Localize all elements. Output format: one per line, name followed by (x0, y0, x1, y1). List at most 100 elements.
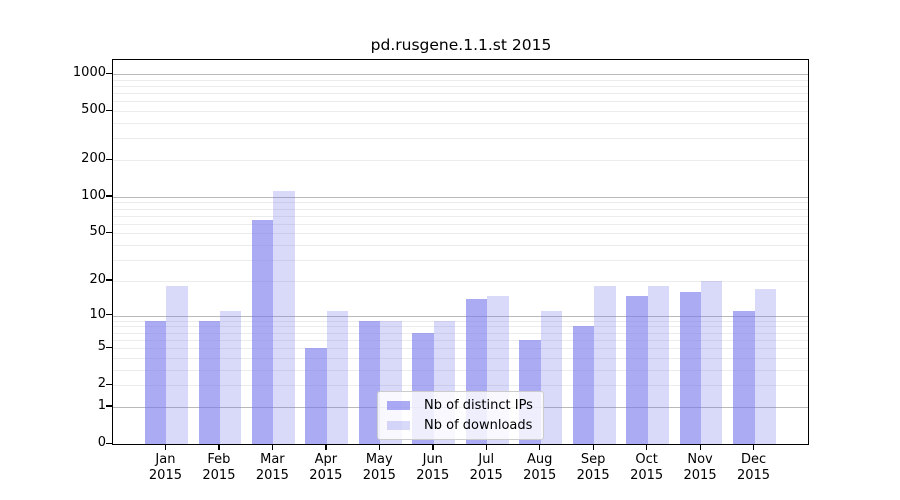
bar-mar-nb-of-downloads (273, 190, 295, 444)
xtick-label-sep: Sep 2015 (561, 452, 625, 483)
gridline-minor-4 (113, 357, 808, 359)
gridline-minor-3 (113, 369, 808, 371)
xtick-label-jan: Jan 2015 (133, 452, 197, 483)
gridline-minor-6 (113, 339, 808, 341)
xtick-month-oct: Oct (635, 452, 658, 467)
xtick-mark-apr (325, 445, 327, 450)
bar-oct-nb-of-downloads (647, 286, 669, 444)
xtick-month-jan: Jan (155, 452, 176, 467)
gridline-minor-30 (113, 260, 808, 262)
xtick-mark-jul (485, 445, 488, 450)
gridline-minor-7 (113, 332, 808, 334)
bar-oct-nb-of-distinct-ips (626, 295, 648, 444)
ytick-label-1000: 1000 (72, 65, 106, 81)
xtick-label-jul: Jul 2015 (454, 452, 518, 483)
bar-apr-nb-of-downloads (326, 310, 349, 444)
xtick-year-jul: 2015 (469, 467, 503, 483)
gridline-minor-90 (113, 202, 808, 204)
plot-area (112, 59, 809, 445)
bar-feb-nb-of-downloads (219, 310, 242, 444)
xtick-mark-feb (218, 445, 220, 450)
legend-item-downloads: Nb of downloads (387, 418, 533, 433)
ytick-mark-200 (106, 158, 112, 160)
xtick-mark-jan (164, 445, 167, 450)
bar-dec-nb-of-downloads (754, 289, 776, 444)
legend-item-distinct-ips: Nb of distinct IPs (387, 398, 533, 413)
ytick-mark-10 (106, 314, 112, 316)
legend: Nb of distinct IPs Nb of downloads (377, 391, 544, 440)
xtick-mark-aug (539, 445, 541, 450)
xtick-mark-mar (271, 445, 274, 450)
gridline-minor-2 (113, 385, 808, 387)
legend-swatch-downloads (387, 421, 410, 430)
gridline-minor-70 (113, 215, 808, 217)
xtick-label-may: May 2015 (347, 452, 411, 483)
xtick-label-aug: Aug 2015 (508, 452, 572, 483)
gridline-minor-40 (113, 245, 808, 247)
xtick-year-jan: 2015 (148, 467, 182, 483)
xtick-mark-jun (432, 445, 434, 450)
xtick-year-nov: 2015 (683, 467, 717, 483)
gridline-minor-9 (113, 320, 808, 322)
xtick-mark-may (378, 445, 381, 450)
ytick-label-200: 200 (81, 151, 106, 167)
xtick-mark-sep (592, 445, 594, 450)
xtick-year-aug: 2015 (523, 467, 557, 483)
gridline-minor-800 (113, 85, 808, 87)
bar-apr-nb-of-distinct-ips (305, 348, 327, 444)
xtick-year-dec: 2015 (736, 467, 771, 483)
bar-nov-nb-of-distinct-ips (679, 292, 702, 444)
gridline-major-100 (113, 196, 808, 198)
gridline-minor-60 (113, 223, 808, 225)
ytick-mark-50 (106, 231, 112, 234)
gridline-minor-200 (113, 160, 808, 162)
ytick-mark-0 (106, 442, 112, 444)
xtick-label-feb: Feb 2015 (187, 452, 251, 483)
xtick-month-apr: Apr (314, 452, 338, 467)
ytick-label-100: 100 (81, 187, 106, 203)
xtick-year-sep: 2015 (576, 467, 610, 483)
bar-jan-nb-of-downloads (166, 286, 188, 444)
ytick-mark-1 (106, 405, 112, 407)
xtick-label-mar: Mar 2015 (240, 452, 304, 483)
gridline-minor-600 (113, 101, 808, 103)
bar-feb-nb-of-distinct-ips (198, 320, 220, 444)
xtick-month-feb: Feb (207, 452, 231, 467)
ytick-label-0: 0 (97, 435, 106, 450)
bar-nov-nb-of-downloads (701, 281, 723, 444)
xtick-year-may: 2015 (362, 467, 396, 483)
bar-jan-nb-of-distinct-ips (145, 320, 167, 444)
xtick-mark-oct (646, 445, 648, 450)
xtick-month-may: May (365, 452, 393, 467)
legend-label-downloads: Nb of downloads (424, 418, 533, 433)
xtick-month-jul: Jul (478, 452, 495, 467)
xtick-label-dec: Dec 2015 (722, 452, 786, 483)
ytick-label-2: 2 (97, 376, 106, 392)
xtick-label-oct: Oct 2015 (615, 452, 679, 483)
xtick-month-sep: Sep (580, 452, 606, 467)
ytick-mark-1000 (106, 72, 112, 74)
gridline-major-1000 (113, 74, 808, 76)
xtick-year-apr: 2015 (309, 467, 343, 483)
bar-may-nb-of-distinct-ips (358, 320, 381, 444)
chart-title: pd.rusgene.1.1.st 2015 (370, 36, 552, 54)
xtick-label-apr: Apr 2015 (294, 452, 358, 483)
xtick-month-aug: Aug (526, 452, 553, 467)
gridline-major-10 (113, 315, 808, 317)
bar-sep-nb-of-downloads (594, 286, 616, 444)
ytick-label-20: 20 (89, 271, 106, 287)
legend-label-distinct-ips: Nb of distinct IPs (424, 398, 533, 413)
xtick-year-feb: 2015 (202, 467, 236, 483)
gridline-minor-900 (113, 79, 808, 81)
xtick-month-nov: Nov (687, 452, 713, 467)
gridline-minor-300 (113, 138, 808, 140)
legend-swatch-distinct-ips (387, 401, 410, 410)
xtick-month-jun: Jun (422, 452, 443, 467)
gridline-minor-80 (113, 208, 808, 210)
gridline-minor-400 (113, 123, 808, 125)
xtick-mark-nov (699, 445, 701, 450)
xtick-year-oct: 2015 (630, 467, 664, 483)
bar-mar-nb-of-distinct-ips (252, 219, 274, 444)
ytick-mark-20 (106, 279, 112, 281)
bar-sep-nb-of-distinct-ips (572, 326, 595, 444)
